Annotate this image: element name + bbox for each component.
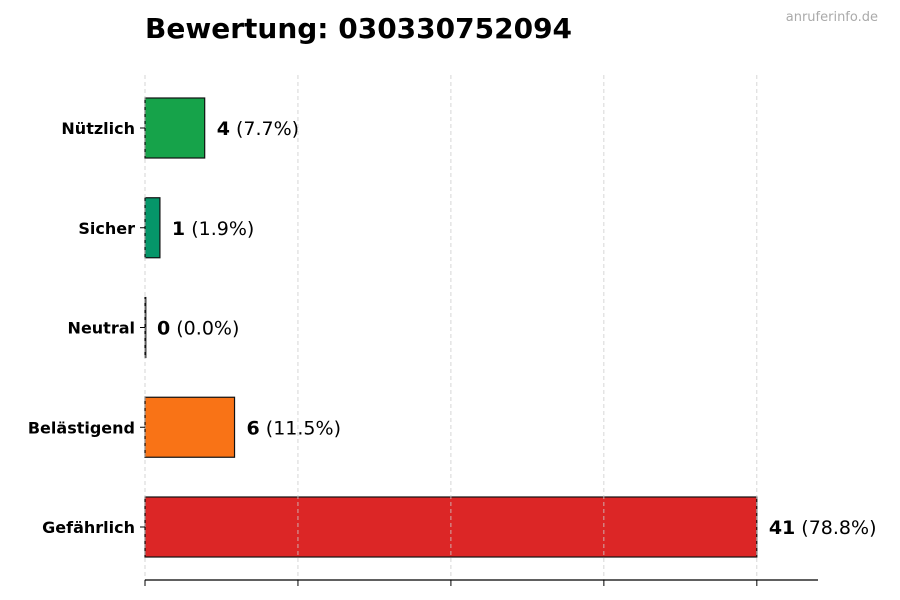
- y-tick-label: Nützlich: [61, 119, 135, 138]
- watermark: anruferinfo.de: [785, 10, 878, 25]
- bar-0: [144, 97, 206, 159]
- chart-title: Bewertung: 030330752094: [145, 12, 573, 45]
- data-label: 4 (7.7%): [217, 118, 299, 140]
- y-tick-label: Sicher: [78, 219, 135, 238]
- data-label-value: 0: [157, 318, 170, 340]
- data-label-percent: (7.7%): [230, 118, 299, 140]
- data-label-value: 4: [217, 118, 230, 140]
- y-tick-label: Belästigend: [28, 418, 135, 437]
- bar-1: [144, 197, 161, 259]
- data-label-percent: (78.8%): [795, 517, 876, 539]
- data-label: 1 (1.9%): [172, 218, 254, 240]
- data-label-percent: (0.0%): [170, 318, 239, 340]
- bar-3: [144, 396, 236, 458]
- data-label-percent: (1.9%): [185, 218, 254, 240]
- data-label-value: 6: [247, 417, 260, 439]
- data-label: 41 (78.8%): [769, 517, 877, 539]
- y-tick-label: Neutral: [68, 319, 135, 338]
- data-label-value: 1: [172, 218, 185, 240]
- data-label: 0 (0.0%): [157, 318, 239, 340]
- data-label: 6 (11.5%): [247, 417, 341, 439]
- data-label-value: 41: [769, 517, 795, 539]
- data-label-percent: (11.5%): [260, 417, 341, 439]
- y-tick-label: Gefährlich: [42, 518, 135, 537]
